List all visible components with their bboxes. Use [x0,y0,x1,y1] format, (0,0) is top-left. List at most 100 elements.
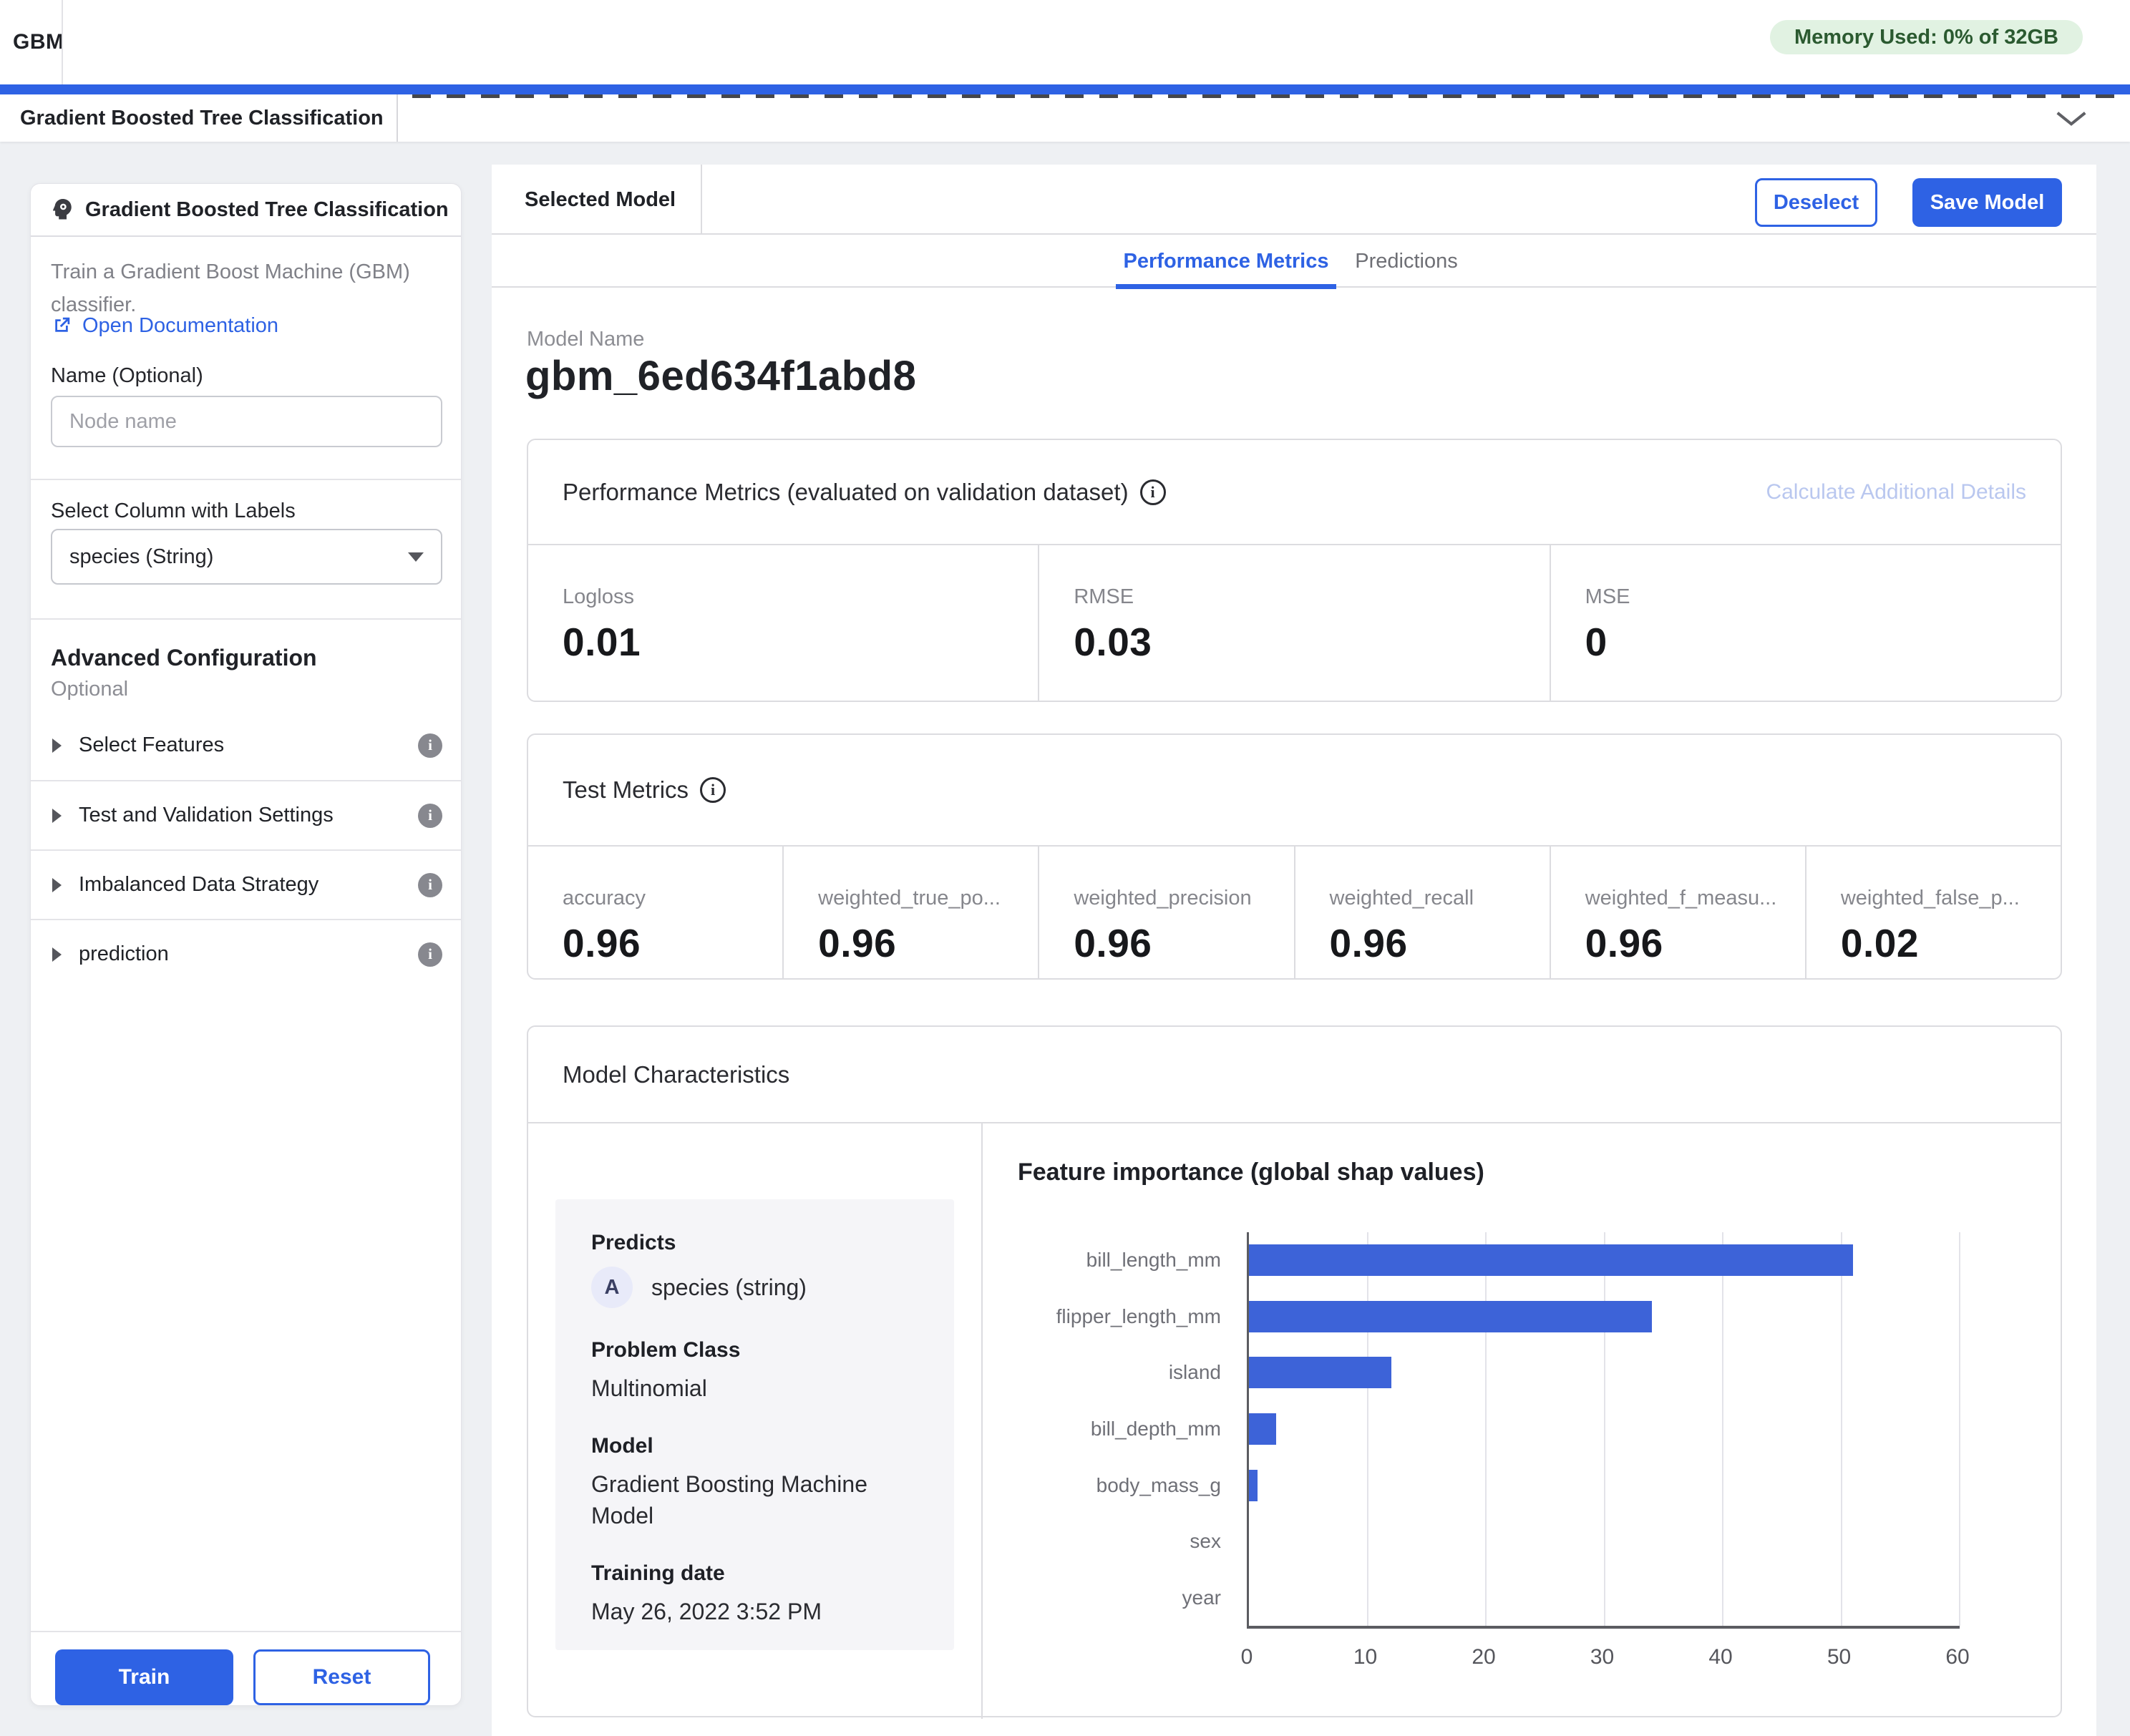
advanced-configuration-title: Advanced Configuration [51,645,317,671]
metric-cell: Logloss 0.01 [528,545,1038,702]
performance-metrics-card: Performance Metrics (evaluated on valida… [527,439,2062,702]
model-name: gbm_6ed634f1abd8 [525,352,916,400]
chart-category-label: island [981,1345,1234,1401]
x-tick-label: 50 [1811,1645,1868,1669]
chart-category-label: flipper_length_mm [981,1289,1234,1345]
chart-bar [1249,1357,1391,1388]
advanced-configuration-subtitle: Optional [51,678,128,701]
model-summary-box: Predicts A species (string) Problem Clas… [555,1199,954,1650]
open-documentation-link[interactable]: Open Documentation [51,311,278,340]
chart-gridline [1841,1232,1842,1626]
x-axis-line [1247,1626,1960,1629]
section-select-features[interactable]: Select Features i [31,711,461,780]
section-imbalanced-data-strategy[interactable]: Imbalanced Data Strategy i [31,849,461,919]
model-name-label: Model Name [527,328,644,351]
chart-title: Feature importance (global shap values) [1018,1159,1484,1186]
model-characteristics-card: Model Characteristics Predicts A species… [527,1025,2062,1717]
info-icon[interactable]: i [418,733,442,758]
model-characteristics-title: Model Characteristics [563,1061,789,1088]
topbar-divider [62,0,63,84]
x-tick-label: 10 [1337,1645,1394,1669]
chart-gridline [1722,1232,1723,1626]
selected-model-panel: Selected Model Deselect Save Model Perfo… [492,165,2096,1736]
external-link-icon [51,315,72,336]
section-test-validation-settings[interactable]: Test and Validation Settings i [31,780,461,849]
metric-cell: accuracy 0.96 [528,847,782,980]
info-icon[interactable]: i [418,804,442,828]
chart-category-label: body_mass_g [981,1457,1234,1513]
section-prediction[interactable]: prediction i [31,919,461,988]
test-metric-cells: accuracy 0.96 weighted_true_po... 0.96 w… [528,845,2061,980]
chart-bar [1249,1413,1276,1445]
info-icon[interactable]: i [1140,479,1166,505]
chart-category-label: bill_depth_mm [981,1401,1234,1458]
chart-bar [1249,1244,1853,1276]
tab-predictions[interactable]: Predictions [1349,235,1464,288]
chart-bar [1249,1301,1652,1332]
test-metrics-card: Test Metrics i accuracy 0.96 weighted_tr… [527,733,2062,980]
model-characteristics-header: Model Characteristics [528,1027,2061,1123]
x-tick-label: 60 [1929,1645,1986,1669]
caret-right-icon [52,947,62,962]
psychology-icon [49,197,75,223]
x-tick-label: 30 [1574,1645,1631,1669]
chart-category-labels: bill_length_mmflipper_length_mmislandbil… [981,1232,1234,1626]
workflow-tab-bar: Gradient Boosted Tree Classification [0,94,2130,142]
string-type-badge: A [591,1267,633,1308]
performance-metric-cells: Logloss 0.01 RMSE 0.03 MSE 0 [528,545,2061,702]
caret-right-icon [52,878,62,892]
sidebar-title: Gradient Boosted Tree Classification [85,198,449,222]
sidebar-header: Gradient Boosted Tree Classification [31,184,461,237]
chart-category-label: sex [981,1513,1234,1570]
caret-right-icon [52,738,62,753]
divider [31,479,461,480]
label-column-label: Select Column with Labels [51,499,296,523]
workflow-tab[interactable]: Gradient Boosted Tree Classification [0,94,398,142]
info-icon[interactable]: i [418,942,442,967]
predicts-group: Predicts A species (string) [591,1231,925,1308]
label-column-value: species (String) [69,545,213,569]
node-config-panel: Gradient Boosted Tree Classification Tra… [30,183,462,1706]
metric-cell: weighted_recall 0.96 [1294,847,1550,980]
calculate-additional-details-link[interactable]: Calculate Additional Details [1766,480,2026,504]
chart-category-label: year [981,1569,1234,1626]
node-name-input[interactable] [51,396,442,447]
save-model-button[interactable]: Save Model [1912,178,2062,227]
chevron-down-icon[interactable] [2056,110,2087,127]
divider [31,618,461,620]
model-tabs: Performance Metrics Predictions [492,235,2096,288]
test-metrics-card-header: Test Metrics i [528,735,2061,845]
accent-bar [0,84,2130,94]
chart-x-ticks: 0102030405060 [1247,1645,1958,1674]
info-icon[interactable]: i [700,777,726,803]
x-tick-label: 40 [1692,1645,1749,1669]
advanced-config-sections: Select Features i Test and Validation Se… [31,711,461,988]
metric-cell: weighted_false_p... 0.02 [1805,847,2061,980]
metric-cell: RMSE 0.03 [1038,545,1549,702]
chart-plot [1247,1232,1958,1626]
reset-button[interactable]: Reset [253,1649,430,1705]
deselect-button[interactable]: Deselect [1755,178,1877,227]
header-divider [701,165,702,235]
training-date-group: Training date May 26, 2022 3:52 PM [591,1561,925,1627]
memory-usage-badge: Memory Used: 0% of 32GB [1770,20,2083,54]
chart-gridline [1485,1232,1487,1626]
chart-category-label: bill_length_mm [981,1232,1234,1289]
selected-model-header: Selected Model Deselect Save Model [492,165,2096,235]
info-icon[interactable]: i [418,873,442,897]
problem-class-group: Problem Class Multinomial [591,1338,925,1404]
label-column-select[interactable]: species (String) [51,529,442,585]
caret-right-icon [52,809,62,823]
tab-performance-metrics[interactable]: Performance Metrics [1116,235,1336,288]
divider [31,1631,461,1632]
performance-metrics-title: Performance Metrics (evaluated on valida… [563,479,1166,506]
selected-model-label: Selected Model [525,165,676,235]
top-bar: GBM Memory Used: 0% of 32GB [0,0,2130,84]
metric-cell: weighted_f_measu... 0.96 [1550,847,1805,980]
name-field-label: Name (Optional) [51,364,203,388]
chart-gridline [1959,1232,1960,1626]
chart-bar [1249,1470,1258,1501]
chart-gridline [1367,1232,1368,1626]
train-button[interactable]: Train [55,1649,233,1705]
performance-metrics-card-header: Performance Metrics (evaluated on valida… [528,440,2061,545]
